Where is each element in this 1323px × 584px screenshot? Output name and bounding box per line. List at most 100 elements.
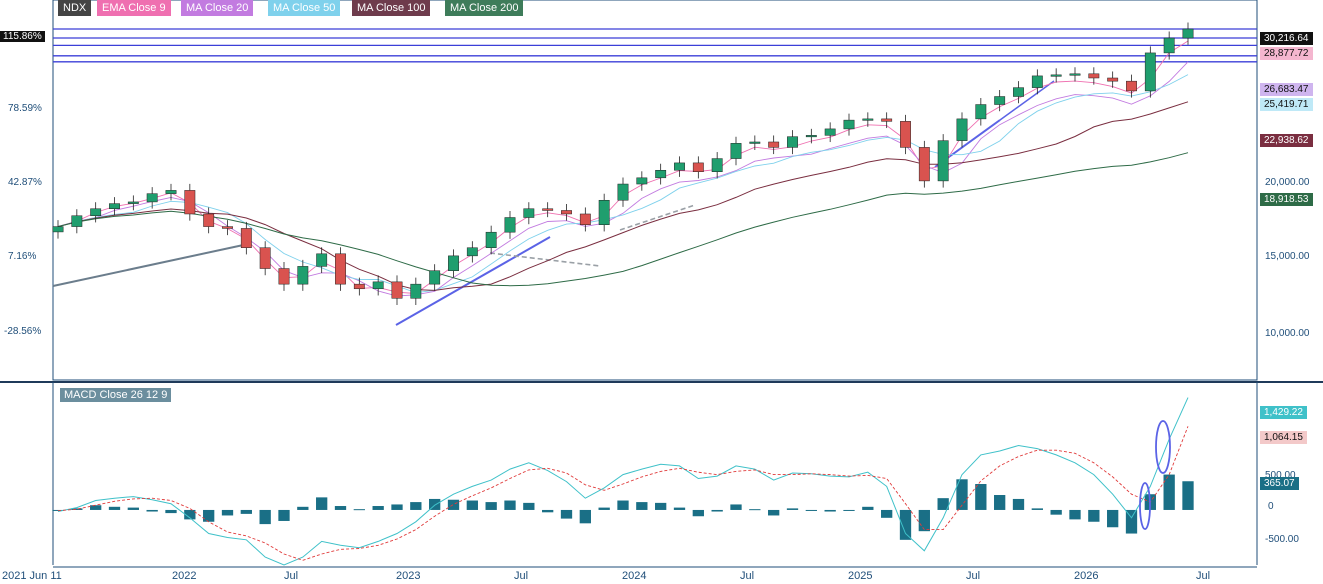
macd-histogram-bar[interactable]: [579, 509, 591, 524]
legend-item[interactable]: NDX: [58, 0, 92, 16]
macd-histogram-bar[interactable]: [1069, 509, 1081, 520]
candle[interactable]: [598, 193, 610, 232]
candle[interactable]: [1126, 74, 1137, 98]
legend-item[interactable]: MA Close 20: [181, 0, 254, 16]
ma-200-line[interactable]: [57, 152, 1189, 287]
candle[interactable]: [1031, 69, 1043, 95]
candle[interactable]: [203, 207, 215, 234]
macd-histogram-bar[interactable]: [203, 509, 215, 522]
macd-histogram-bar[interactable]: [711, 509, 723, 512]
macd-histogram-bar[interactable]: [975, 484, 987, 510]
candle[interactable]: [335, 247, 346, 291]
macd-histogram-bar[interactable]: [316, 497, 328, 510]
candle[interactable]: [1182, 22, 1194, 45]
macd-histogram-bar[interactable]: [184, 509, 196, 520]
macd-histogram-bar[interactable]: [146, 509, 158, 512]
candle[interactable]: [1050, 68, 1062, 83]
macd-histogram-bar[interactable]: [843, 509, 855, 511]
macd-histogram-bar[interactable]: [786, 508, 799, 510]
macd-histogram-bar[interactable]: [768, 509, 780, 516]
macd-histogram-bar[interactable]: [994, 495, 1006, 510]
candle[interactable]: [561, 203, 572, 221]
ma-100-line[interactable]: [57, 101, 1189, 291]
candle[interactable]: [1107, 71, 1119, 88]
macd-histogram-bar[interactable]: [485, 502, 497, 510]
candle[interactable]: [1013, 81, 1024, 104]
candle[interactable]: [504, 210, 516, 239]
candle[interactable]: [297, 259, 309, 291]
macd-histogram-bar[interactable]: [127, 507, 139, 510]
candle[interactable]: [109, 197, 120, 216]
macd-histogram-bar[interactable]: [297, 506, 309, 510]
candle[interactable]: [975, 98, 987, 126]
macd-histogram-bar[interactable]: [334, 506, 347, 510]
macd-histogram-bar[interactable]: [881, 509, 893, 518]
candle[interactable]: [1163, 31, 1175, 60]
candle[interactable]: [391, 275, 403, 305]
macd-histogram-bar[interactable]: [956, 479, 968, 510]
candle[interactable]: [918, 140, 930, 188]
candle[interactable]: [881, 112, 893, 129]
candle[interactable]: [674, 156, 685, 177]
macd-histogram-bar[interactable]: [410, 502, 422, 510]
candle[interactable]: [956, 112, 968, 148]
macd-histogram-bar[interactable]: [598, 507, 610, 510]
macd-histogram-bar[interactable]: [805, 509, 817, 511]
dashed-channel-line[interactable]: [619, 204, 696, 231]
candle[interactable]: [843, 113, 855, 136]
macd-histogram-bar[interactable]: [1050, 509, 1062, 515]
candle[interactable]: [937, 134, 949, 188]
macd-histogram-bar[interactable]: [353, 509, 365, 511]
candle[interactable]: [52, 220, 64, 239]
macd-histogram-bar[interactable]: [636, 502, 648, 510]
macd-histogram-bar[interactable]: [90, 505, 102, 510]
macd-histogram-bar[interactable]: [466, 500, 478, 510]
candle[interactable]: [90, 202, 102, 223]
macd-histogram-bar[interactable]: [523, 502, 535, 510]
annotation-ellipse[interactable]: [1139, 482, 1151, 530]
candle[interactable]: [805, 128, 817, 144]
macd-histogram-bar[interactable]: [749, 509, 761, 511]
macd-histogram-bar[interactable]: [673, 507, 686, 510]
macd-histogram-bar[interactable]: [504, 500, 516, 510]
candle[interactable]: [862, 112, 874, 127]
candle[interactable]: [127, 195, 139, 211]
candle[interactable]: [824, 122, 836, 143]
legend-item[interactable]: MA Close 50: [268, 0, 341, 16]
macd-histogram-bar[interactable]: [259, 509, 271, 525]
candle[interactable]: [711, 152, 723, 179]
macd-histogram-bar[interactable]: [937, 498, 949, 510]
macd-histogram-bar[interactable]: [1107, 509, 1119, 528]
annotation-ellipse[interactable]: [1155, 420, 1171, 474]
macd-histogram-bar[interactable]: [542, 509, 554, 513]
macd-histogram-bar[interactable]: [71, 508, 83, 510]
candle[interactable]: [429, 264, 441, 291]
candle[interactable]: [1088, 67, 1100, 85]
macd-histogram-bar[interactable]: [918, 509, 930, 532]
candle[interactable]: [636, 171, 648, 191]
candle[interactable]: [900, 114, 911, 155]
macd-histogram-bar[interactable]: [221, 509, 234, 516]
trend-line[interactable]: [395, 236, 551, 326]
candle[interactable]: [1069, 67, 1081, 82]
macd-histogram-bar[interactable]: [617, 500, 629, 510]
macd-histogram-bar[interactable]: [692, 509, 704, 517]
candle[interactable]: [259, 241, 271, 276]
trend-line[interactable]: [999, 80, 1055, 121]
macd-histogram-bar[interactable]: [447, 499, 460, 510]
macd-histogram-bar[interactable]: [108, 506, 121, 510]
candle[interactable]: [466, 241, 478, 263]
macd-histogram-bar[interactable]: [1088, 509, 1100, 522]
macd-histogram-bar[interactable]: [560, 509, 573, 519]
macd-histogram-bar[interactable]: [730, 504, 742, 510]
candle[interactable]: [448, 249, 459, 278]
dashed-channel-line[interactable]: [489, 252, 601, 267]
candle[interactable]: [617, 177, 629, 207]
candle[interactable]: [730, 136, 742, 166]
macd-histogram-bar[interactable]: [655, 502, 667, 510]
macd-histogram-bar[interactable]: [1163, 474, 1175, 510]
candle[interactable]: [542, 202, 554, 218]
ema-9-line[interactable]: [57, 40, 1189, 294]
macd-histogram-bar[interactable]: [278, 509, 290, 521]
trend-line[interactable]: [52, 243, 249, 287]
